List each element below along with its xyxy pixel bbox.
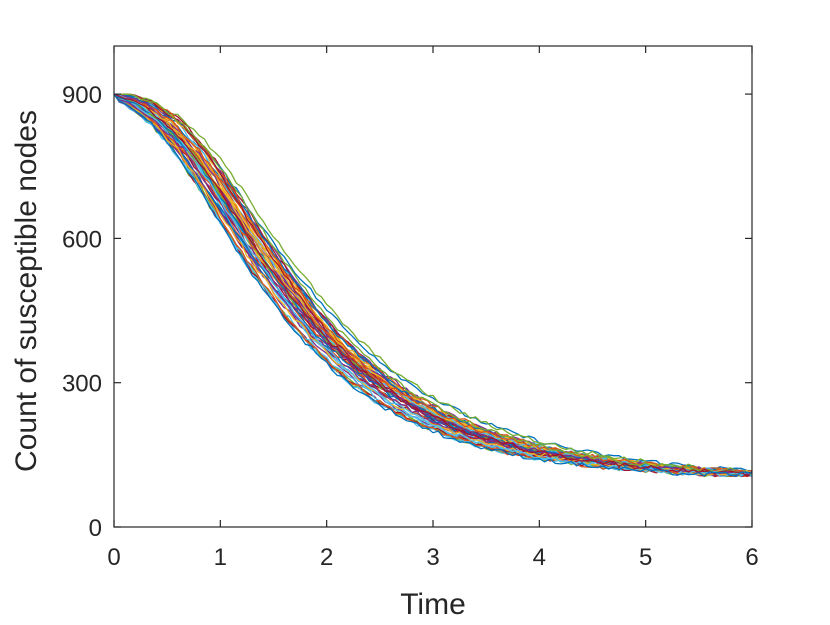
x-tick-label-0: 0 (107, 544, 120, 571)
series-line-47 (113, 93, 753, 475)
x-tick-label-4: 4 (533, 544, 546, 571)
y-tick-label-900: 900 (62, 82, 102, 109)
series-line-48 (113, 93, 753, 477)
series-line-50 (113, 93, 753, 477)
y-tick-label-300: 300 (62, 371, 102, 398)
y-tick-label-0: 0 (89, 515, 102, 542)
y-axis-label: Count of susceptible nodes (10, 110, 43, 472)
tick-layer: 0 1 2 3 4 5 6 0 300 600 900 (62, 46, 759, 571)
x-tick-label-6: 6 (745, 544, 758, 571)
series-line-45 (113, 93, 753, 476)
y-tick-label-600: 600 (62, 226, 102, 253)
x-tick-label-3: 3 (426, 544, 439, 571)
x-tick-label-2: 2 (320, 544, 333, 571)
x-tick-label-1: 1 (214, 544, 227, 571)
plot-background (114, 46, 752, 527)
series-line-26 (114, 93, 753, 474)
x-tick-label-5: 5 (639, 544, 652, 571)
series-layer (113, 93, 753, 478)
x-axis-label: Time (400, 588, 466, 621)
